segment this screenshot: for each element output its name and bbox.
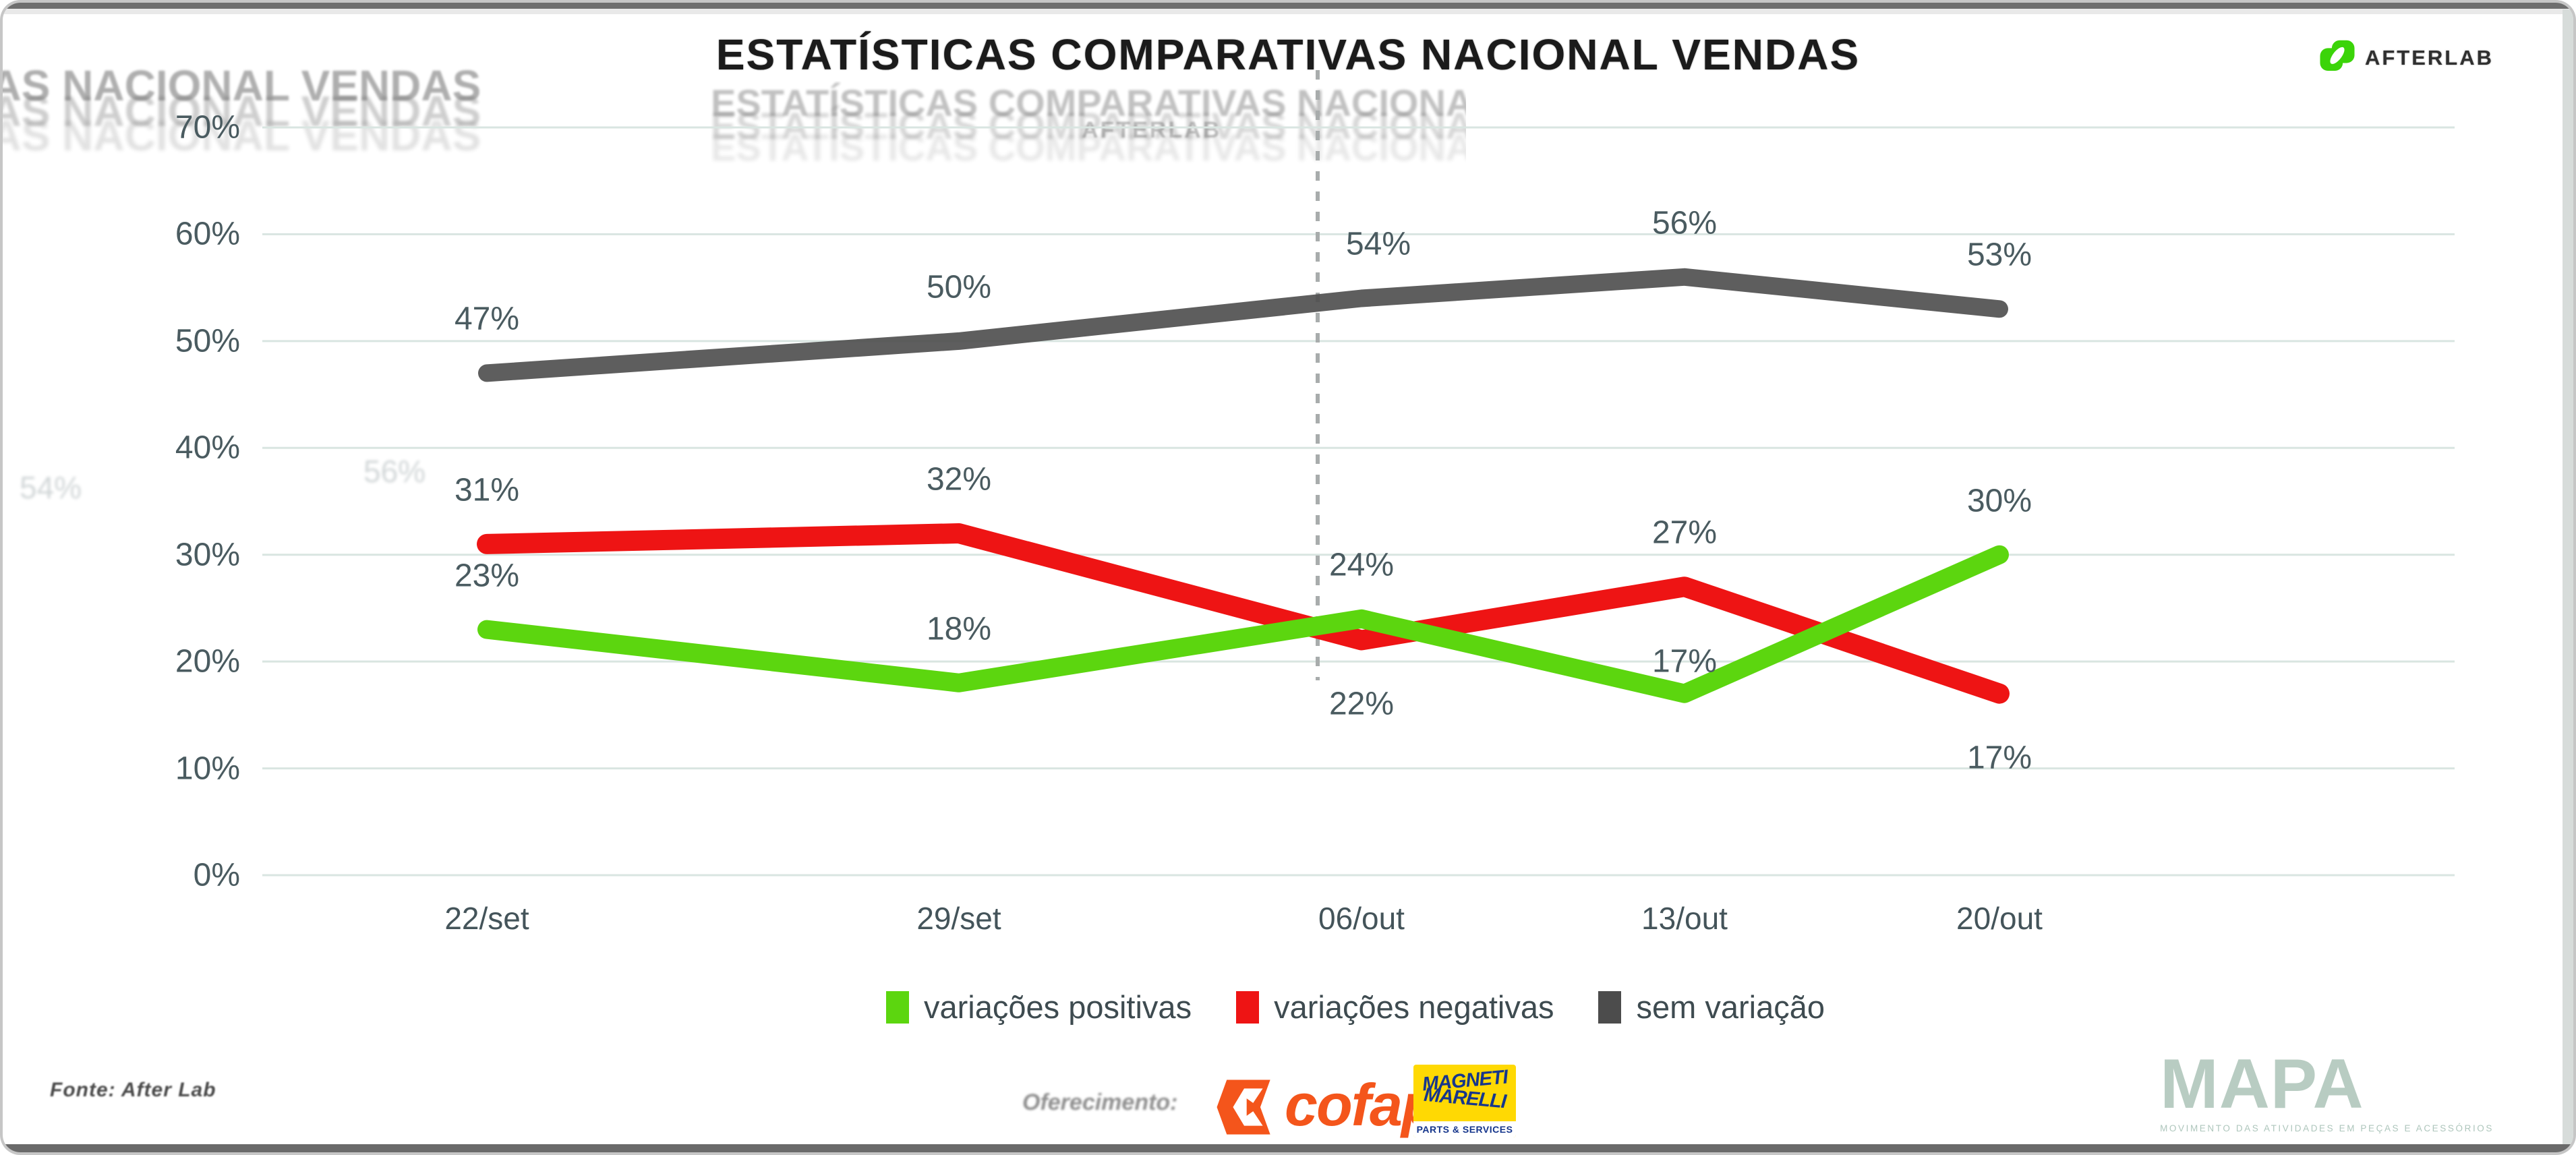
afterlab-logo: AFTERLAB: [2318, 36, 2494, 79]
data-label: 50%: [926, 269, 992, 305]
marelli-parts-services: PARTS & SERVICES: [1413, 1121, 1516, 1137]
sponsorship-label: Oferecimento:: [1022, 1090, 1178, 1115]
page-title: ESTATÍSTICAS COMPARATIVAS NACIONAL VENDA…: [715, 30, 1861, 79]
data-label: 54%: [1345, 226, 1411, 262]
afterlab-icon: [2318, 36, 2357, 79]
legend-swatch: [1598, 990, 1622, 1024]
frame-right-edge: [2563, 9, 2573, 1144]
legend-label: variações positivas: [924, 989, 1192, 1025]
cofap-wordmark: cofap: [1285, 1071, 1438, 1138]
x-axis-tick: 13/out: [1641, 901, 1728, 936]
data-label: 53%: [1966, 237, 2032, 273]
x-axis-tick: 29/set: [916, 901, 1001, 936]
data-label: 17%: [1651, 643, 1718, 680]
y-axis-tick: 50%: [175, 323, 240, 359]
ghost-label-artifact: 54%: [20, 470, 82, 505]
data-label: 18%: [926, 611, 992, 647]
frame-bottom-edge: [3, 1144, 2573, 1152]
frame-top-edge: [3, 3, 2573, 9]
marelli-word-marelli: MARELLI: [1423, 1084, 1507, 1113]
y-axis-tick: 20%: [175, 643, 240, 680]
y-axis-tick: 40%: [175, 430, 240, 466]
cofap-logo: cofap: [1213, 1071, 1438, 1142]
data-label: 31%: [454, 472, 520, 508]
frame-top-inner-edge: [3, 9, 2573, 14]
x-axis-tick: 06/out: [1318, 901, 1405, 936]
data-label: 47%: [454, 301, 520, 337]
data-label: 17%: [1966, 740, 2032, 776]
mapa-tagline: MOVIMENTO DAS ATIVIDADES EM PEÇAS E ACES…: [2160, 1123, 2494, 1133]
y-axis-tick: 70%: [175, 109, 240, 146]
legend-item: variações positivas: [886, 988, 1192, 1026]
data-label: 22%: [1328, 686, 1395, 722]
chart-card: ESTATÍSTICAS COMPARATIVAS NACIONAL VENDA…: [3, 3, 2573, 1152]
y-axis-tick: 10%: [175, 750, 240, 787]
legend-swatch: [1236, 990, 1260, 1024]
data-label: 24%: [1328, 547, 1395, 583]
legend-item: variações negativas: [1236, 988, 1554, 1026]
chart-legend: variações positivas variações negativas se…: [886, 988, 1825, 1026]
data-label: 32%: [926, 461, 992, 498]
y-axis-tick: 30%: [175, 537, 240, 573]
data-label: 27%: [1651, 514, 1718, 551]
source-note: Fonte: After Lab: [50, 1079, 216, 1101]
y-axis-tick: 0%: [193, 857, 240, 893]
data-label: 56%: [1651, 205, 1718, 241]
y-axis-tick: 60%: [175, 216, 240, 252]
legend-label: variações negativas: [1274, 989, 1554, 1025]
ghost-label-artifact: 56%: [363, 454, 426, 489]
x-axis-tick: 20/out: [1956, 901, 2043, 936]
mapa-logo: MAPA MOVIMENTO DAS ATIVIDADES EM PEÇAS E…: [2160, 1049, 2494, 1133]
legend-item: sem variação: [1598, 988, 1825, 1026]
data-label: 30%: [1966, 483, 2032, 519]
mapa-wordmark: MAPA: [2160, 1045, 2364, 1123]
cofap-icon: [1213, 1076, 1275, 1142]
line-chart: [262, 70, 2455, 877]
legend-label: sem variação: [1636, 989, 1825, 1025]
x-axis-tick: 22/set: [444, 901, 529, 936]
brand-name: AFTERLAB: [2364, 45, 2494, 69]
legend-swatch: [886, 990, 909, 1024]
data-label: 23%: [454, 558, 520, 594]
magneti-marelli-logo: MAGNETI MARELLI PARTS & SERVICES: [1413, 1065, 1516, 1137]
